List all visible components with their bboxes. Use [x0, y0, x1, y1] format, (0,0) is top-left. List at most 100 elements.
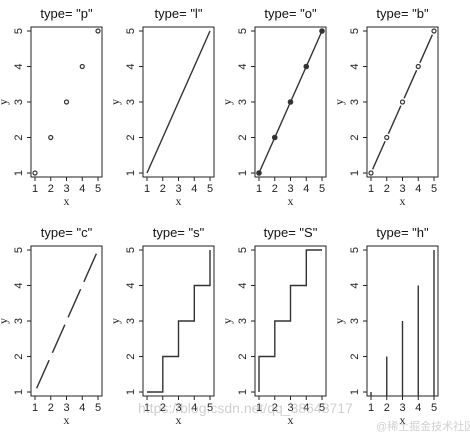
panel-title: type= "h" — [376, 225, 429, 240]
y-tick-label: 1 — [125, 389, 137, 395]
y-tick-label: 2 — [13, 134, 25, 140]
data-point — [384, 134, 390, 141]
y-tick-label: 1 — [349, 389, 361, 395]
y-tick-label: 5 — [237, 28, 249, 34]
y-tick-label: 3 — [13, 99, 25, 105]
x-tick-label: 3 — [175, 402, 181, 414]
x-tick-label: 3 — [287, 183, 293, 195]
series-segment — [419, 34, 434, 64]
y-axis-label: y — [0, 99, 10, 105]
x-tick-label: 3 — [287, 402, 293, 414]
data-point — [415, 63, 421, 70]
y-tick-label: 3 — [349, 99, 361, 105]
x-tick-label: 3 — [63, 402, 69, 414]
x-tick-label: 1 — [32, 183, 38, 195]
y-axis-label: y — [332, 318, 346, 324]
x-tick-label: 5 — [319, 402, 325, 414]
y-tick-label: 5 — [13, 28, 25, 34]
x-tick-label: 2 — [384, 402, 390, 414]
x-tick-label: 1 — [256, 402, 262, 414]
x-tick-label: 5 — [95, 183, 101, 195]
panel-title: type= "S" — [264, 225, 318, 240]
x-tick-label: 1 — [368, 402, 374, 414]
x-tick-label: 4 — [79, 402, 85, 414]
y-axis-label: y — [220, 99, 234, 105]
x-tick-label: 3 — [399, 402, 405, 414]
x-tick-label: 4 — [303, 183, 309, 195]
y-tick-label: 4 — [237, 63, 249, 69]
x-tick-label: 2 — [160, 183, 166, 195]
panel-title: type= "c" — [41, 225, 93, 240]
y-tick-label: 2 — [237, 134, 249, 140]
panel-title: type= "p" — [40, 6, 93, 21]
y-tick-label: 2 — [349, 134, 361, 140]
y-tick-label: 1 — [349, 170, 361, 176]
y-tick-label: 4 — [349, 63, 361, 69]
plot-frame — [30, 245, 103, 397]
series-segment — [83, 253, 98, 283]
x-tick-label: 3 — [63, 183, 69, 195]
x-axis-label: x — [176, 413, 182, 427]
y-tick-label: 5 — [349, 28, 361, 34]
x-tick-label: 2 — [48, 402, 54, 414]
series-steps — [147, 250, 211, 393]
y-tick-label: 5 — [237, 247, 249, 253]
x-tick-label: 1 — [256, 183, 262, 195]
y-axis-label: y — [0, 318, 10, 324]
y-tick-label: 1 — [13, 170, 25, 176]
series-segment — [403, 69, 418, 99]
panel-title: type= "b" — [376, 6, 429, 21]
y-tick-label: 3 — [237, 99, 249, 105]
data-point — [63, 99, 70, 105]
data-point — [79, 63, 85, 70]
x-axis-label: x — [400, 413, 406, 427]
x-tick-label: 1 — [32, 402, 38, 414]
x-tick-label: 1 — [368, 183, 374, 195]
x-tick-label: 1 — [144, 402, 150, 414]
data-point — [368, 170, 374, 176]
panel-title: type= "s" — [153, 225, 205, 240]
data-point — [303, 63, 310, 70]
y-tick-label: 1 — [125, 170, 137, 176]
plot-frame — [366, 26, 439, 178]
x-axis-label: x — [288, 413, 294, 427]
x-axis-label: x — [400, 194, 406, 208]
y-tick-label: 2 — [237, 353, 249, 359]
panel-title: type= "o" — [264, 6, 317, 21]
data-point — [256, 170, 262, 176]
y-tick-label: 5 — [125, 247, 137, 253]
data-point — [399, 99, 406, 105]
y-axis-label: y — [108, 99, 122, 105]
x-tick-label: 5 — [207, 183, 213, 195]
y-tick-label: 3 — [125, 99, 137, 105]
y-tick-label: 5 — [13, 247, 25, 253]
y-tick-label: 4 — [13, 282, 25, 288]
watermark-brand: @稀土掘金技术社区 — [376, 421, 470, 433]
y-tick-label: 1 — [237, 170, 249, 176]
watermark-url: https://blog.csdn.net/qq_38648717 — [138, 400, 353, 416]
data-point — [287, 99, 294, 105]
data-point — [32, 170, 38, 176]
x-axis-label: x — [64, 194, 70, 208]
y-tick-label: 4 — [125, 63, 137, 69]
y-tick-label: 1 — [13, 389, 25, 395]
y-tick-label: 2 — [349, 353, 361, 359]
x-tick-label: 3 — [399, 183, 405, 195]
y-tick-label: 4 — [125, 282, 137, 288]
series-segment — [387, 105, 402, 135]
x-tick-label: 4 — [79, 183, 85, 195]
x-axis-label: x — [288, 194, 294, 208]
data-point — [95, 28, 101, 34]
y-tick-label: 3 — [237, 318, 249, 324]
y-axis-label: y — [220, 318, 234, 324]
x-tick-label: 5 — [95, 402, 101, 414]
y-tick-label: 3 — [349, 318, 361, 324]
y-tick-label: 1 — [237, 389, 249, 395]
x-tick-label: 5 — [319, 183, 325, 195]
